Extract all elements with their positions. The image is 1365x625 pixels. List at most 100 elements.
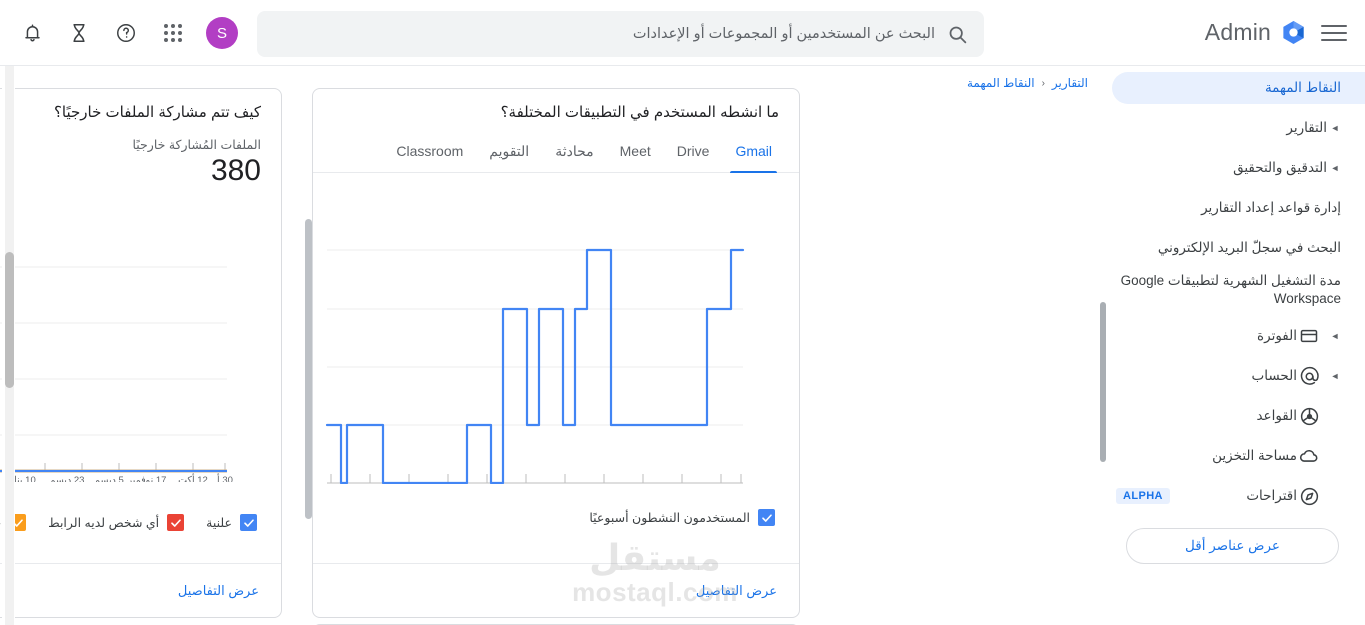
chart-series-outside-domain bbox=[0, 469, 227, 473]
tab-meet[interactable]: Meet bbox=[619, 143, 651, 159]
page-scrollbar[interactable] bbox=[2, 66, 15, 625]
legend-checkbox-icon[interactable] bbox=[758, 509, 775, 526]
legend-item-anyone-with-link[interactable]: أي شخص لديه الرابط bbox=[48, 514, 185, 531]
search-input[interactable]: البحث عن المستخدمين أو المجموعات أو الإع… bbox=[257, 11, 984, 57]
svg-text:12 أكت...: 12 أكت... bbox=[170, 473, 208, 482]
legend-item-public[interactable]: علنية bbox=[206, 514, 257, 531]
top-bar-right-group: Admin bbox=[1205, 0, 1365, 65]
sidebar-item-suggestions[interactable]: اقتراحات ALPHA bbox=[1100, 478, 1365, 514]
sidebar-item-label: اقتراحات bbox=[1246, 488, 1297, 504]
sidebar-item-label: النقاط المهمة bbox=[1264, 79, 1341, 95]
apps-grid-icon[interactable] bbox=[159, 19, 187, 47]
sidebar-item-monthly-uptime[interactable]: مدة التشغيل الشهرية لتطبيقات Google Work… bbox=[1100, 268, 1365, 312]
chevron-left-icon: ◄ bbox=[1330, 331, 1340, 342]
sidebar-item-label: التقارير bbox=[1286, 119, 1327, 135]
legend-checkbox-icon[interactable] bbox=[167, 514, 185, 531]
dashboard-cards: ما انشطه المستخدم في التطبيقات المختلفة؟… bbox=[0, 88, 1088, 625]
at-sign-icon bbox=[1297, 366, 1321, 387]
rules-wheel-icon bbox=[1297, 406, 1321, 427]
sidebar-nav: النقاط المهمة ◄ التقارير ◄ التدقيق والتح… bbox=[1100, 66, 1365, 625]
sidebar-item-label: التدقيق والتحقيق bbox=[1233, 159, 1327, 175]
tab-classroom[interactable]: Classroom bbox=[396, 143, 464, 159]
sidebar-item-label: إدارة قواعد إعداد التقارير bbox=[1201, 199, 1341, 215]
tab-calendar[interactable]: التقويم bbox=[489, 143, 530, 159]
legend-label: أي شخص لديه الرابط bbox=[48, 516, 160, 530]
weekly-active-users-chart-svg: 30 أ... 12 أكت... 17 نوفمبر 5 ديسم... 23… bbox=[325, 248, 745, 484]
legend-item-weekly-active-users[interactable]: المستخدمون النشطون أسبوعيًا bbox=[589, 509, 775, 526]
tab-drive[interactable]: Drive bbox=[676, 143, 710, 159]
tab-chat[interactable]: محادثة bbox=[555, 143, 594, 159]
hamburger-menu-icon[interactable] bbox=[1321, 20, 1347, 46]
show-less-button[interactable]: عرض عناصر أقل bbox=[1126, 528, 1339, 565]
card-footer: عرض التفاصيل bbox=[313, 563, 799, 617]
admin-brand[interactable]: Admin bbox=[1205, 19, 1307, 46]
sidebar-scrollbar-thumb[interactable] bbox=[1100, 302, 1106, 462]
sidebar-item-label: القواعد bbox=[1256, 408, 1297, 424]
svg-text:23 ديسم...: 23 ديسم... bbox=[42, 475, 85, 482]
card-title: ما انشطه المستخدم في التطبيقات المختلفة؟ bbox=[500, 104, 779, 121]
chart-gridlines bbox=[327, 249, 743, 426]
sidebar-item-billing[interactable]: ◄ الفوترة bbox=[1100, 318, 1365, 354]
chart-gridlines bbox=[0, 266, 227, 436]
cloud-storage-icon bbox=[1297, 445, 1321, 467]
avatar[interactable]: S bbox=[206, 17, 238, 49]
sidebar-item-account[interactable]: ◄ الحساب bbox=[1100, 358, 1365, 394]
sidebar-item-label: البحث في سجلّ البريد الإلكتروني bbox=[1157, 239, 1341, 255]
sidebar-item-reports[interactable]: ◄ التقارير bbox=[1100, 110, 1365, 146]
sidebar-item-email-log-search[interactable]: البحث في سجلّ البريد الإلكتروني bbox=[1100, 230, 1365, 266]
bell-notifications-icon[interactable] bbox=[18, 19, 46, 47]
card-title: كيف تتم مشاركة الملفات خارجيًا؟ bbox=[53, 104, 261, 121]
breadcrumb-item-1[interactable]: النقاط المهمة bbox=[966, 76, 1035, 90]
card-footer: عرض التفاصيل bbox=[0, 563, 281, 617]
chevron-left-icon: ◄ bbox=[1330, 123, 1340, 133]
sidebar-item-storage[interactable]: مساحة التخزين bbox=[1100, 438, 1365, 474]
top-bar-left-group: S bbox=[0, 0, 238, 66]
legend-label: المستخدمون النشطون أسبوعيًا bbox=[589, 511, 750, 525]
breadcrumb-separator-icon: ‹ bbox=[1041, 77, 1045, 89]
sidebar-item-highlights[interactable]: النقاط المهمة bbox=[1112, 72, 1365, 104]
chart-x-axis bbox=[327, 474, 743, 484]
external-file-sharing-chart: 30 أ... 12 أكت... 17 نوفمبر 5 ديسم... 23… bbox=[0, 227, 281, 482]
page-scrollbar-thumb[interactable] bbox=[5, 252, 14, 388]
chart-legend: المستخدمون النشطون أسبوعيًا bbox=[313, 509, 799, 526]
chart-legend: علنية أي شخص لديه الرابط خارج النطاق bbox=[0, 514, 281, 531]
search-container[interactable]: البحث عن المستخدمين أو المجموعات أو الإع… bbox=[257, 11, 984, 57]
card-metric-value: 380 bbox=[210, 154, 261, 187]
sidebar-item-manage-reporting-rules[interactable]: إدارة قواعد إعداد التقارير bbox=[1100, 190, 1365, 226]
sidebar-item-label: الفوترة bbox=[1257, 328, 1297, 344]
compass-suggestions-icon bbox=[1297, 486, 1321, 507]
svg-text:5 ديسم...: 5 ديسم... bbox=[86, 475, 124, 482]
credit-card-icon bbox=[1297, 326, 1321, 346]
sidebar-item-rules[interactable]: القواعد bbox=[1100, 398, 1365, 434]
external-file-sharing-chart-svg: 30 أ... 12 أكت... 17 نوفمبر 5 ديسم... 23… bbox=[0, 266, 233, 482]
app-tabs: Gmail Drive Meet محادثة التقويم Classroo… bbox=[313, 121, 799, 173]
view-details-link[interactable]: عرض التفاصيل bbox=[695, 582, 777, 598]
breadcrumb: التقارير ‹ النقاط المهمة bbox=[967, 72, 1088, 94]
chart-series-weekly-active-users bbox=[325, 248, 745, 484]
hourglass-tasks-icon[interactable] bbox=[65, 19, 93, 47]
support-question-icon[interactable] bbox=[112, 19, 140, 47]
card-scrollbar-thumb[interactable] bbox=[305, 219, 312, 519]
legend-checkbox-icon[interactable] bbox=[240, 514, 257, 531]
top-app-bar: Admin البحث عن المستخدمين أو المجموعات أ… bbox=[0, 0, 1365, 66]
legend-label: علنية bbox=[206, 516, 232, 530]
breadcrumb-item-0[interactable]: التقارير bbox=[1051, 76, 1088, 90]
search-icon bbox=[947, 24, 968, 45]
chart-x-axis bbox=[0, 463, 227, 473]
legend-label: خارج النطاق bbox=[0, 515, 1, 530]
show-less-container: عرض عناصر أقل bbox=[1100, 514, 1365, 565]
svg-text:30 أ...: 30 أ... bbox=[209, 473, 233, 482]
sidebar-item-label: مساحة التخزين bbox=[1212, 448, 1297, 464]
sidebar-item-audit-investigation[interactable]: ◄ التدقيق والتحقيق bbox=[1100, 150, 1365, 186]
sidebar-item-label: مدة التشغيل الشهرية لتطبيقات Google Work… bbox=[1120, 273, 1341, 307]
svg-text:17 نوفمبر: 17 نوفمبر bbox=[127, 475, 167, 482]
google-admin-hexagon-icon bbox=[1280, 19, 1307, 46]
card-app-activity: ما انشطه المستخدم في التطبيقات المختلفة؟… bbox=[305, 88, 800, 618]
svg-text:10 يناير: 10 يناير bbox=[5, 475, 36, 482]
admin-title: Admin bbox=[1204, 19, 1271, 45]
card-external-file-sharing: كيف تتم مشاركة الملفات خارجيًا؟ الملفات … bbox=[0, 88, 282, 618]
view-details-link[interactable]: عرض التفاصيل bbox=[177, 582, 259, 598]
weekly-active-users-chart: 30 أ... 12 أكت... 17 نوفمبر 5 ديسم... 23… bbox=[313, 199, 799, 484]
tab-gmail[interactable]: Gmail bbox=[722, 133, 785, 173]
